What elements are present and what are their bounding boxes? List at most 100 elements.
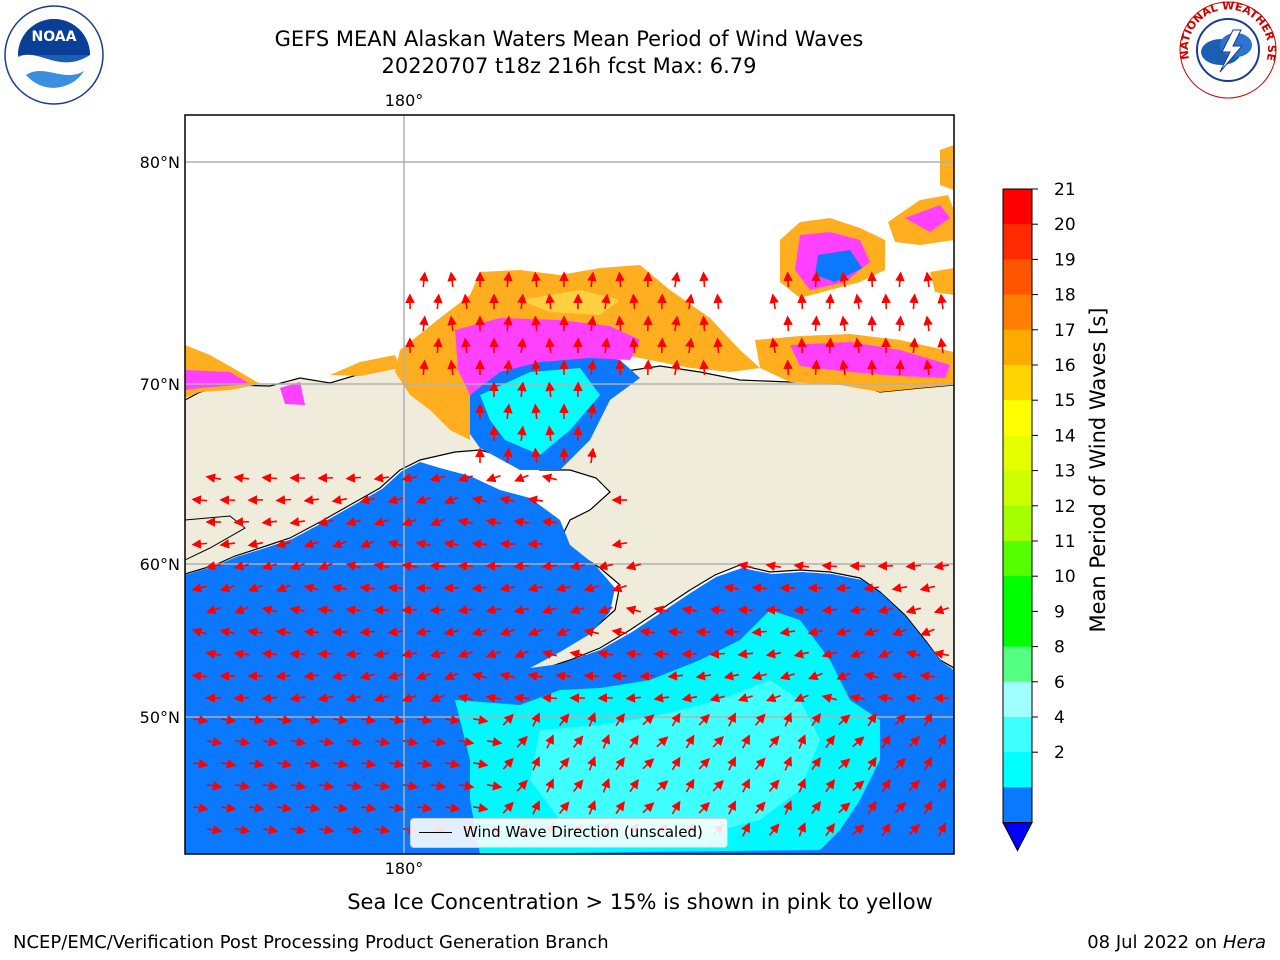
wind-wave-arrow [303,583,320,593]
wind-wave-arrow [783,359,793,376]
wind-wave-arrow [429,605,446,615]
wind-wave-arrow [359,583,376,593]
wind-wave-arrow [419,315,429,332]
colorbar-segment [1003,259,1032,296]
wind-wave-arrow [331,583,348,593]
wind-wave-arrow [811,271,821,288]
wind-wave-arrow [821,693,837,703]
wind-wave-arrow [360,803,377,813]
wind-wave-arrow [387,583,404,593]
wind-wave-arrow [486,737,503,747]
wind-wave-arrow [503,447,513,464]
wind-wave-arrow [444,715,461,725]
wind-wave-arrow [531,359,541,376]
wind-wave-arrow [867,756,877,771]
wind-wave-arrow [587,800,597,815]
wind-wave-arrow [656,780,669,792]
wind-wave-arrow [794,693,809,703]
wind-wave-arrow [825,337,835,354]
wind-wave-arrow [516,779,528,792]
wind-wave-arrow [923,800,933,815]
wind-wave-arrow [853,337,863,354]
wind-wave-arrow [429,561,446,571]
wind-wave-arrow [923,315,933,332]
wind-wave-arrow [881,822,891,837]
wind-wave-arrow [642,802,655,814]
wind-wave-arrow [852,824,865,836]
lon-label-bottom: 180° [385,859,424,878]
wind-wave-arrow [867,712,877,727]
wind-wave-arrow [531,800,540,815]
wind-wave-arrow [685,734,695,749]
wind-wave-arrow [531,712,540,727]
wind-wave-arrow [909,337,919,354]
wind-wave-arrow [821,561,838,571]
wind-wave-arrow [937,337,947,354]
wind-wave-arrow [458,781,475,791]
wind-wave-arrow [629,778,639,793]
wind-wave-arrow [768,779,780,792]
wind-wave-arrow [502,801,514,814]
wind-wave-arrow [751,671,767,681]
lat-label-70: 70°N [140,375,180,394]
wind-wave-arrow [685,337,695,354]
wind-wave-arrow [191,671,208,681]
wind-wave-arrow [471,627,487,637]
wind-wave-arrow [923,756,933,771]
wind-wave-arrow [248,803,265,813]
wind-wave-arrow [867,800,877,815]
colorbar-tick-label: 11 [1054,532,1076,552]
lat-label-60: 60°N [140,555,180,574]
wind-wave-arrow [430,517,445,526]
wind-wave-arrow [471,583,488,593]
wind-wave-arrow [318,825,335,835]
wind-wave-arrow [751,583,768,593]
footer-date: 08 Jul 2022 on Hera [1087,932,1266,953]
wind-wave-arrow [219,539,236,549]
wind-wave-arrow [430,737,447,747]
wind-wave-arrow [331,539,347,549]
wind-wave-arrow [555,671,572,681]
wind-wave-arrow [937,734,947,749]
wind-wave-arrow [849,605,866,615]
wind-wave-arrow [220,715,237,725]
wind-wave-arrow [825,779,836,793]
wind-wave-arrow [909,293,919,310]
wind-wave-arrow [765,561,782,571]
wind-wave-arrow [248,715,265,725]
wind-wave-arrow [191,495,208,505]
wind-wave-arrow [247,583,263,593]
wind-wave-arrow [303,671,320,681]
wind-wave-arrow [486,781,503,791]
wind-wave-arrow [881,734,891,749]
wind-wave-arrow [429,473,445,483]
wind-wave-arrow [541,649,557,659]
wind-wave-arrow [797,822,807,837]
wind-wave-arrow [289,561,305,571]
wind-wave-arrow [615,800,625,815]
wind-wave-arrow [513,605,530,615]
wind-wave-arrow [275,627,292,637]
wind-wave-arrow [852,780,865,792]
wind-wave-arrow [359,671,376,681]
lon-label-top: 180° [385,91,424,110]
colorbar-segment [1003,611,1032,648]
wind-wave-arrow [191,627,207,637]
wind-wave-arrow [545,425,555,442]
wind-wave-arrow [527,627,543,637]
wind-wave-arrow [681,605,698,615]
wind-wave-arrow [233,473,250,483]
wind-wave-arrow [401,561,418,571]
wind-wave-arrow [698,801,710,814]
wind-wave-arrow [415,671,431,681]
wind-wave-arrow [625,693,642,703]
wind-wave-arrow [671,712,681,727]
wind-wave-arrow [444,803,461,813]
colorbar-tick-label: 10 [1054,567,1076,587]
wind-wave-arrow [839,315,849,332]
wind-wave-arrow [797,778,807,793]
colorbar-tick-label: 6 [1054,673,1065,693]
wind-wave-arrow [699,271,709,288]
wind-wave-arrow [471,539,488,549]
